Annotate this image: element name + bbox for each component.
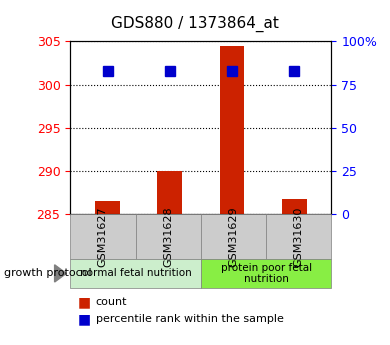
- Text: GSM31630: GSM31630: [294, 206, 304, 266]
- Text: count: count: [96, 297, 127, 307]
- Text: GSM31627: GSM31627: [98, 206, 108, 267]
- Text: protein poor fetal
nutrition: protein poor fetal nutrition: [221, 263, 312, 284]
- Text: normal fetal nutrition: normal fetal nutrition: [80, 268, 191, 278]
- Text: ■: ■: [78, 295, 91, 309]
- Text: growth protocol: growth protocol: [4, 268, 92, 278]
- Text: ■: ■: [78, 312, 91, 326]
- Text: GSM31628: GSM31628: [163, 206, 173, 267]
- Text: GDS880 / 1373864_at: GDS880 / 1373864_at: [111, 16, 279, 32]
- Bar: [282, 199, 307, 214]
- Text: percentile rank within the sample: percentile rank within the sample: [96, 314, 284, 324]
- Bar: [220, 46, 245, 214]
- Text: GSM31629: GSM31629: [229, 206, 239, 267]
- Bar: [157, 171, 182, 214]
- Polygon shape: [55, 265, 66, 282]
- Bar: [95, 201, 120, 214]
